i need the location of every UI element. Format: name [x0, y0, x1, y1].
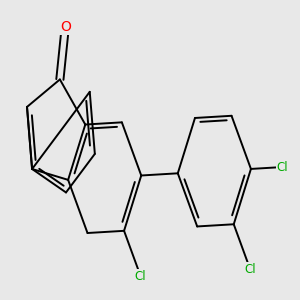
- Text: Cl: Cl: [276, 160, 288, 174]
- Text: Cl: Cl: [135, 269, 146, 283]
- Text: O: O: [60, 20, 71, 34]
- Text: Cl: Cl: [244, 263, 256, 276]
